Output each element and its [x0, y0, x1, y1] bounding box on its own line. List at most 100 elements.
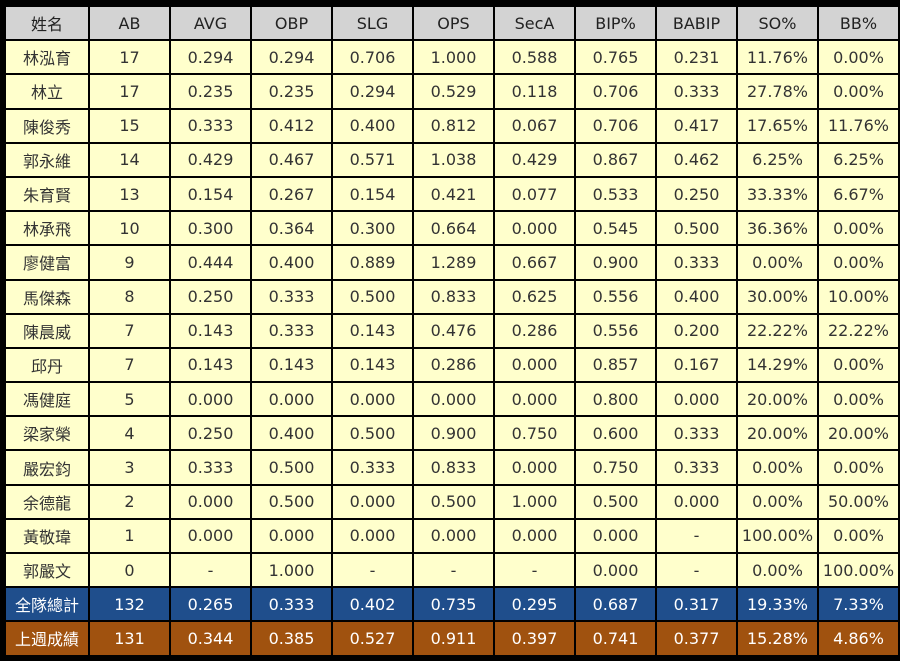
table-row: 郭永維 14 0.429 0.467 0.571 1.038 0.429 0.867 0.462…: [6, 143, 898, 176]
stat-cell: 0.588: [495, 41, 574, 74]
stat-cell: 1.000: [495, 485, 574, 518]
stat-cell: 50.00%: [819, 485, 898, 518]
stat-cell: 0.00%: [738, 451, 817, 484]
header-cell: 姓名: [6, 7, 88, 40]
stat-cell: 0.294: [252, 41, 331, 74]
stat-cell: 0.333: [333, 451, 412, 484]
stat-cell: 0.000: [495, 212, 574, 245]
stat-cell: 30.00%: [738, 280, 817, 313]
row-label-cell: 林承飛: [6, 212, 88, 245]
stat-cell: 1.000: [414, 41, 493, 74]
table-row: 黃敬瑋 1 0.000 0.000 0.000 0.000 0.000 0.000-100.0…: [6, 519, 898, 552]
stat-cell: 0.00%: [738, 554, 817, 587]
header-cell: BB%: [819, 7, 898, 40]
header-cell: SO%: [738, 7, 817, 40]
stat-cell: 0.600: [576, 417, 655, 450]
stat-cell: 0.417: [657, 109, 736, 142]
stat-cell: 0.333: [171, 451, 250, 484]
stat-cell: -: [657, 519, 736, 552]
stat-cell: 0.167: [657, 348, 736, 382]
stat-cell: 0.857: [576, 348, 655, 382]
row-label-cell: 郭嚴文: [6, 554, 88, 587]
stat-cell: 0.750: [576, 451, 655, 484]
row-label-cell: 梁家榮: [6, 417, 88, 450]
stat-cell: -: [414, 554, 493, 587]
stat-cell: 5: [90, 383, 169, 416]
stat-cell: 36.36%: [738, 212, 817, 245]
stat-cell: 0.000: [576, 554, 655, 587]
stat-cell: 17: [90, 41, 169, 74]
stat-cell: 131: [90, 622, 169, 655]
header-cell: AVG: [171, 7, 250, 40]
stat-cell: 0.333: [657, 451, 736, 484]
stat-cell: 0.462: [657, 143, 736, 176]
stat-cell: 0.667: [495, 246, 574, 279]
row-label-cell: 林泓育: [6, 41, 88, 74]
stat-cell: 0.000: [171, 383, 250, 416]
stat-cell: 0.154: [171, 177, 250, 211]
stat-cell: 2: [90, 485, 169, 518]
stat-cell: 0.000: [495, 348, 574, 382]
stat-cell: 0.00%: [738, 246, 817, 279]
stat-cell: 0.143: [171, 348, 250, 382]
stat-cell: 4.86%: [819, 622, 898, 655]
stat-cell: 0.706: [576, 75, 655, 108]
stat-cell: 0.235: [252, 75, 331, 108]
stat-cell: 0.00%: [819, 348, 898, 382]
stat-cell: 0.143: [333, 314, 412, 347]
row-label-cell: 全隊總計: [6, 588, 88, 621]
stat-cell: 0.400: [252, 417, 331, 450]
header-cell: OBP: [252, 7, 331, 40]
stat-cell: 0.067: [495, 109, 574, 142]
stat-cell: 0.444: [171, 246, 250, 279]
stat-cell: 0.250: [657, 177, 736, 211]
row-label-cell: 馮健庭: [6, 383, 88, 416]
stat-cell: 0.364: [252, 212, 331, 245]
stat-cell: 0.500: [252, 451, 331, 484]
stat-cell: 0.529: [414, 75, 493, 108]
stat-cell: 0.077: [495, 177, 574, 211]
stat-cell: 0.333: [657, 417, 736, 450]
stat-cell: 13: [90, 177, 169, 211]
stat-cell: 0.000: [333, 383, 412, 416]
stat-cell: 7: [90, 348, 169, 382]
stat-cell: -: [495, 554, 574, 587]
stat-cell: 0.143: [171, 314, 250, 347]
row-label-cell: 余德龍: [6, 485, 88, 518]
stat-cell: 10: [90, 212, 169, 245]
header-cell: BABIP: [657, 7, 736, 40]
stat-cell: 6.25%: [819, 143, 898, 176]
stat-cell: 15: [90, 109, 169, 142]
stat-cell: 0.317: [657, 588, 736, 621]
table-row: 陳俊秀 15 0.333 0.412 0.400 0.812 0.067 0.706 0.417…: [6, 109, 898, 142]
stat-cell: 6.25%: [738, 143, 817, 176]
stat-cell: 0.295: [495, 588, 574, 621]
stat-cell: 0.154: [333, 177, 412, 211]
stat-cell: 0.00%: [819, 246, 898, 279]
stat-cell: 14: [90, 143, 169, 176]
stat-cell: 20.00%: [819, 417, 898, 450]
stat-cell: 0.333: [252, 588, 331, 621]
stat-cell: -: [657, 554, 736, 587]
stat-cell: 17: [90, 75, 169, 108]
stat-cell: 0.000: [495, 519, 574, 552]
stat-cell: 0.000: [333, 485, 412, 518]
table-row: 馮健庭 5 0.000 0.000 0.000 0.000 0.000 0.800 0.000 2…: [6, 383, 898, 416]
stat-cell: 0.00%: [819, 519, 898, 552]
stat-cell: 0.476: [414, 314, 493, 347]
row-label-cell: 陳晨威: [6, 314, 88, 347]
stat-cell: 0.300: [171, 212, 250, 245]
stat-cell: 0.545: [576, 212, 655, 245]
stat-cell: 0.556: [576, 280, 655, 313]
stat-cell: 19.33%: [738, 588, 817, 621]
stat-cell: 0.294: [333, 75, 412, 108]
stat-cell: 0.143: [333, 348, 412, 382]
stat-cell: 0.812: [414, 109, 493, 142]
row-label-cell: 林立: [6, 75, 88, 108]
row-label-cell: 廖健富: [6, 246, 88, 279]
stat-cell: 0.741: [576, 622, 655, 655]
stat-cell: 0.402: [333, 588, 412, 621]
table-row: 廖健富 9 0.444 0.400 0.889 1.289 0.667 0.900 0.333 0…: [6, 246, 898, 279]
stat-cell: 0.000: [414, 383, 493, 416]
stat-cell: 0.000: [495, 383, 574, 416]
